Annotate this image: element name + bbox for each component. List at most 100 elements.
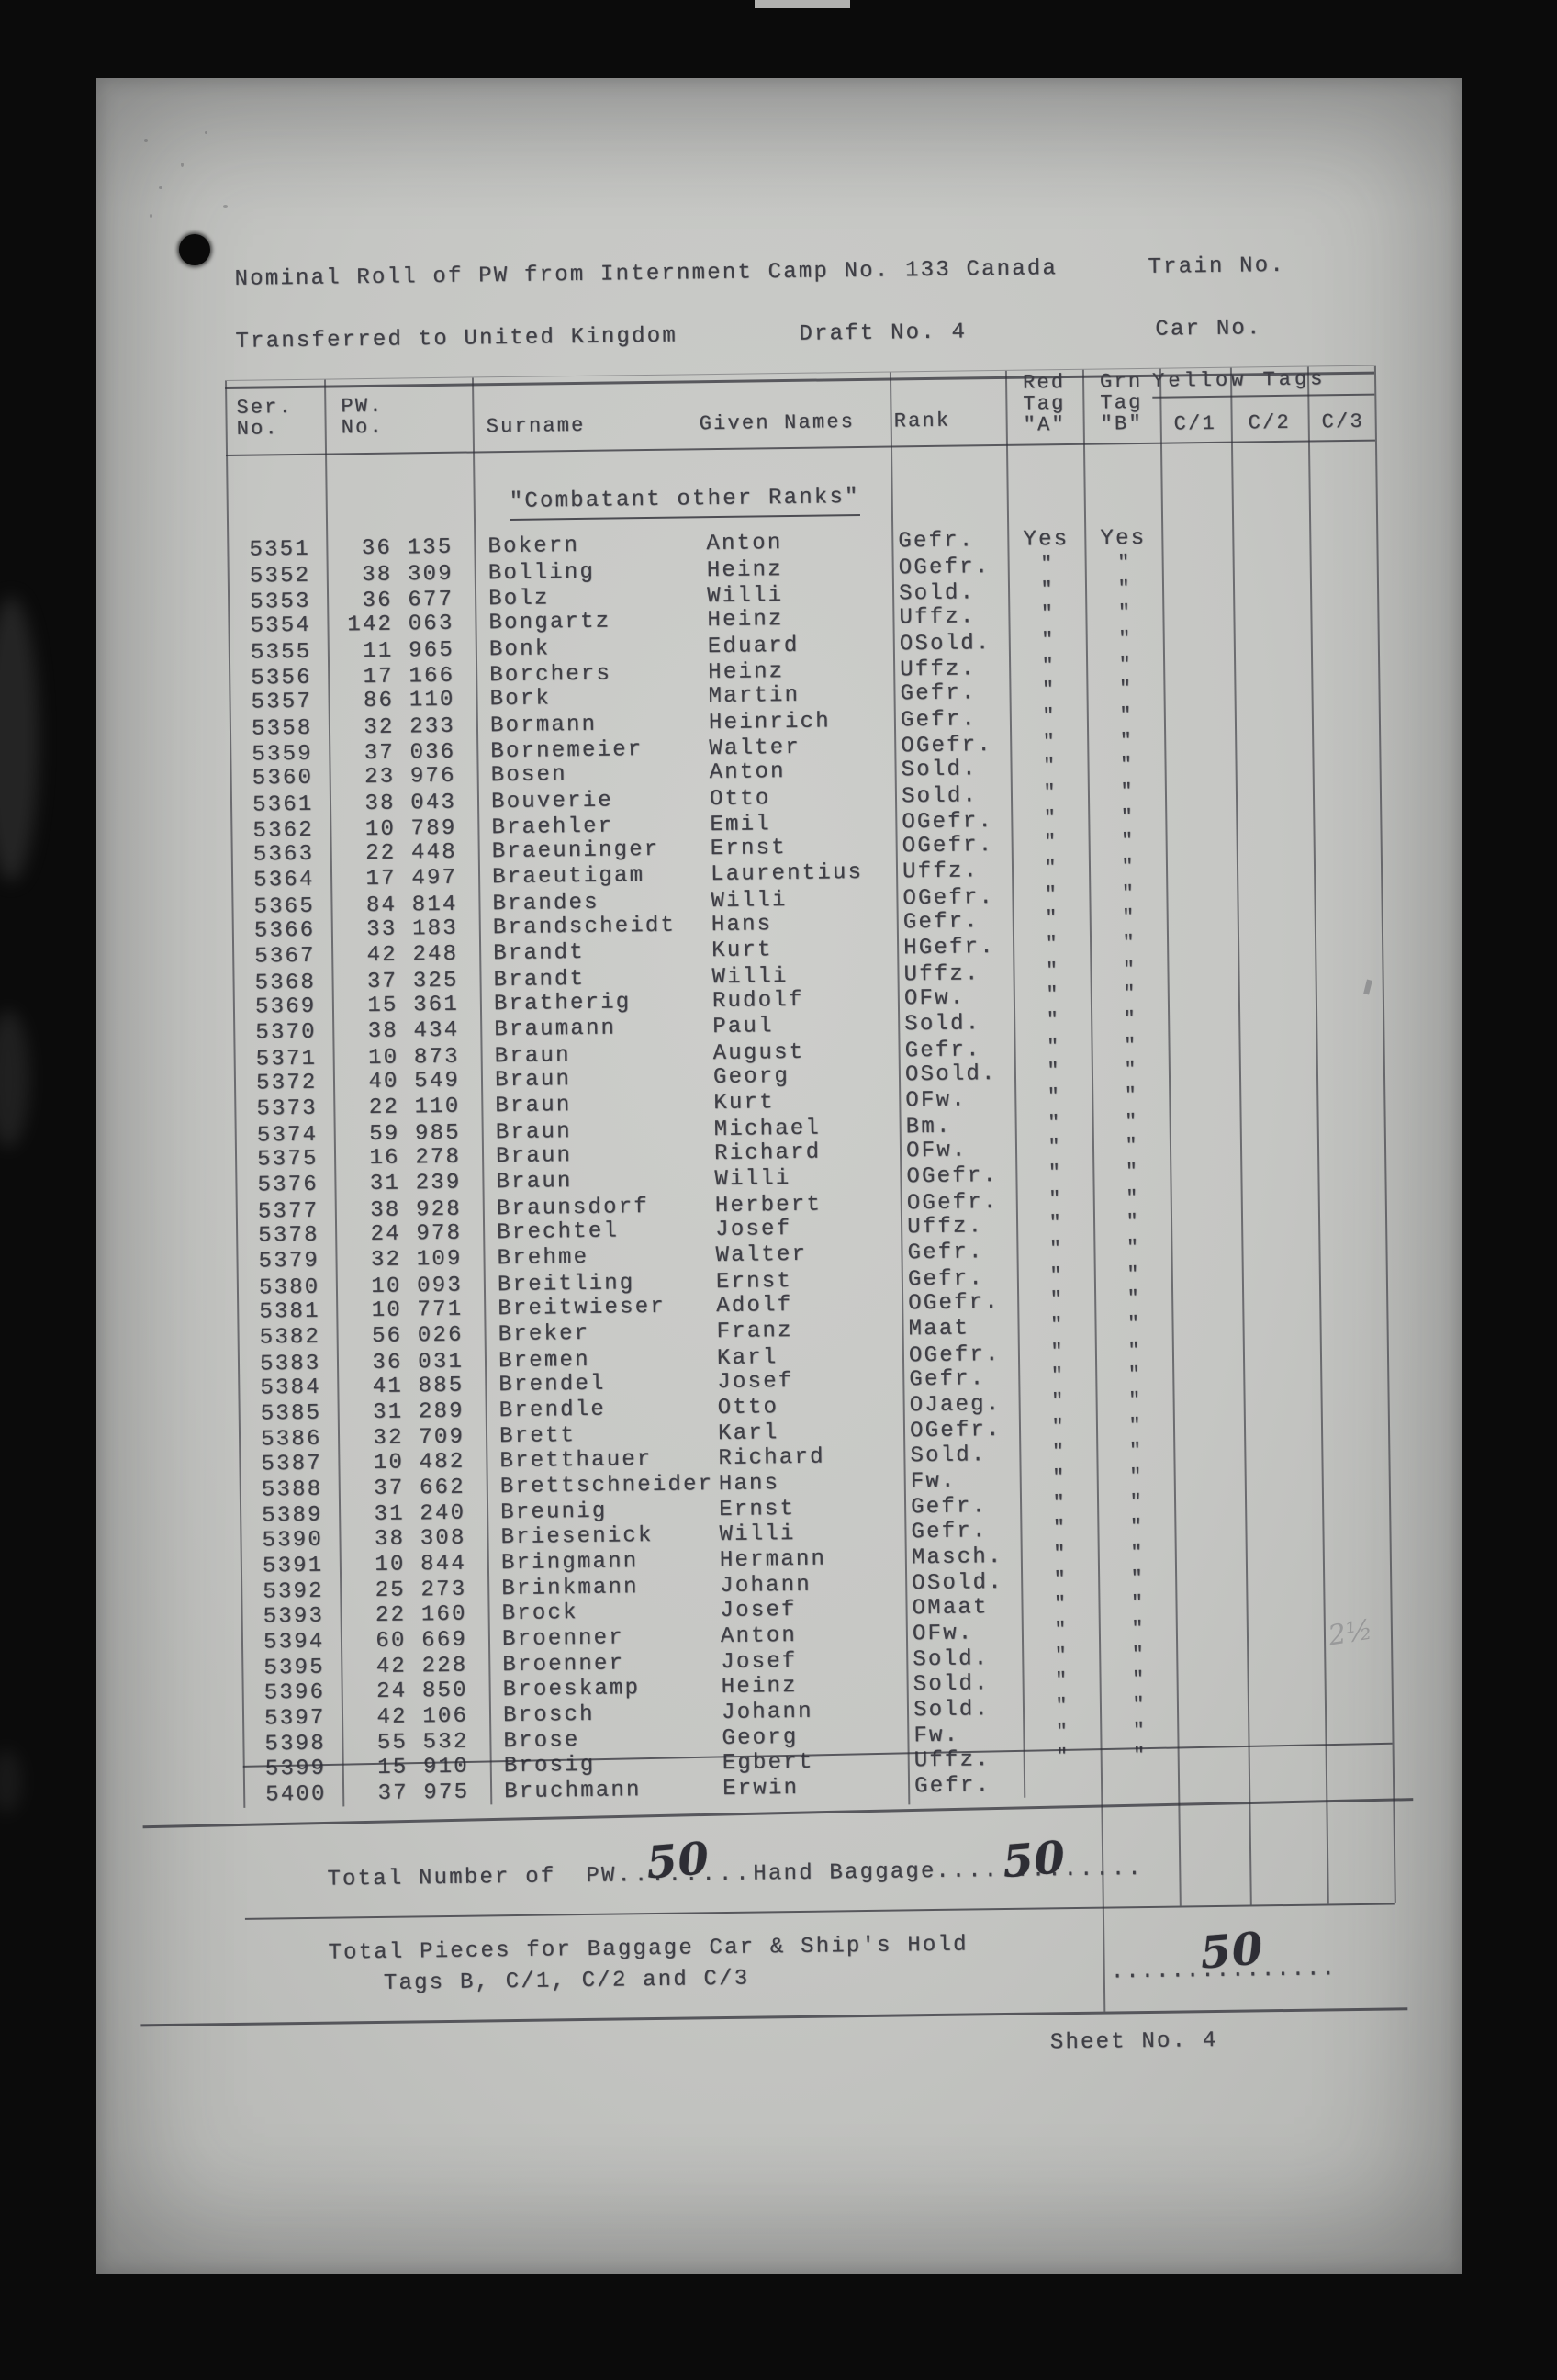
- cell-given-name: Hermann: [719, 1546, 827, 1574]
- cell-surname: Brock: [501, 1600, 578, 1626]
- cell-given-name: Herbert: [714, 1192, 823, 1218]
- cell-surname: Braun: [495, 1118, 572, 1145]
- cell-given-name: Johann: [720, 1573, 812, 1600]
- cell-grn-tag: ": [1124, 1035, 1137, 1057]
- cell-pw-no: 41 885: [372, 1373, 465, 1399]
- section-heading: "Combatant other Ranks": [509, 484, 860, 521]
- cell-surname: Braunsdorf: [496, 1194, 650, 1221]
- cell-rank: Uffz.: [903, 961, 980, 988]
- cell-given-name: Anton: [706, 531, 783, 557]
- cell-grn-tag: ": [1128, 1390, 1141, 1412]
- cell-serial-no: 5397: [263, 1705, 326, 1732]
- cell-rank: Gefr.: [900, 680, 977, 707]
- cell-rank: Gefr.: [902, 909, 980, 936]
- cell-grn-tag: ": [1122, 933, 1135, 955]
- cell-grn-tag: ": [1118, 628, 1131, 650]
- cell-grn-tag: ": [1124, 1060, 1137, 1082]
- cell-surname: Braun: [494, 1067, 572, 1094]
- cell-pw-no: 31 289: [372, 1398, 465, 1426]
- cell-grn-tag: ": [1132, 1668, 1145, 1690]
- cell-serial-no: 5400: [264, 1781, 327, 1808]
- cell-rank: Sold.: [898, 580, 976, 607]
- header-grn-tag-b: Grn Tag "B": [1099, 369, 1143, 436]
- cell-grn-tag: ": [1124, 1085, 1137, 1107]
- cell-rank: Sold.: [901, 757, 978, 783]
- cell-given-name: Anton: [709, 759, 786, 786]
- cell-serial-no: 5396: [263, 1679, 326, 1706]
- cell-surname: Braehler: [491, 814, 614, 841]
- cell-surname: Bosen: [490, 762, 567, 789]
- cell-red-tag: ": [1047, 1162, 1060, 1184]
- cell-rank: Uffz.: [899, 604, 976, 631]
- cell-pw-no: 31 239: [369, 1170, 462, 1197]
- total-number-pw: PW: [586, 1863, 617, 1889]
- cell-grn-tag: ": [1130, 1543, 1143, 1565]
- cell-given-name: Otto: [709, 785, 771, 812]
- cell-pw-no: 31 240: [374, 1501, 466, 1528]
- header-pw: PW. No.: [341, 394, 385, 440]
- cell-pw-no: 24 850: [375, 1678, 468, 1704]
- cell-pw-no: 38 043: [364, 790, 457, 816]
- cell-given-name: Heinz: [706, 556, 783, 583]
- cell-pw-no: 56 026: [371, 1322, 464, 1350]
- cell-rank: OJaeg.: [909, 1392, 1002, 1419]
- roster-rows: 5351 36 135 Bokern Anton Gefr. Yes Yes 5352 38 3…: [96, 78, 1459, 1807]
- bottom-rule: [140, 2007, 1408, 2027]
- cell-given-name: Laurentius: [710, 860, 864, 888]
- cell-grn-tag: ": [1129, 1516, 1142, 1538]
- cell-rank: OFw.: [905, 1087, 967, 1114]
- cell-pw-no: 11 965: [363, 637, 455, 664]
- cell-surname: Bratherig: [493, 990, 632, 1017]
- cell-rank: OFw.: [903, 985, 966, 1012]
- cell-red-tag: ": [1051, 1441, 1064, 1463]
- cell-rank: OGefr.: [909, 1418, 1002, 1444]
- cell-surname: Breitwieser: [498, 1294, 666, 1321]
- pencil-speck: [181, 163, 184, 167]
- cell-serial-no: 5384: [260, 1375, 321, 1401]
- cell-serial-no: 5355: [250, 639, 312, 666]
- cell-serial-no: 5358: [251, 715, 313, 742]
- cell-rank: Gefr.: [909, 1366, 986, 1393]
- cell-surname: Brose: [503, 1728, 580, 1755]
- header-given-names: Given Names: [699, 410, 856, 436]
- cell-grn-tag: ": [1122, 907, 1135, 929]
- cell-surname: Brosig: [503, 1752, 596, 1779]
- cell-red-tag: ": [1044, 858, 1057, 880]
- cell-serial-no: 5369: [254, 994, 317, 1020]
- cell-given-name: Josef: [717, 1368, 794, 1395]
- cell-given-name: Ernst: [710, 836, 787, 862]
- cell-red-tag: [1024, 1771, 1101, 1772]
- cell-pw-no: 33 183: [366, 915, 459, 943]
- total-number-value-handwritten: 50: [644, 1832, 712, 1890]
- cell-rank: OGefr.: [908, 1289, 1001, 1317]
- cell-grn-tag: ": [1119, 730, 1132, 753]
- cell-red-tag: ": [1052, 1493, 1065, 1515]
- cell-pw-no: 38 434: [367, 1018, 460, 1045]
- cell-given-name: Kurt: [711, 937, 773, 964]
- cell-rank: Gefr.: [904, 1037, 981, 1064]
- cell-pw-no: 38 308: [374, 1525, 466, 1552]
- cell-rank: OGefr.: [902, 884, 995, 912]
- pencil-speck: [223, 205, 228, 208]
- cell-given-name: Rudolf: [711, 987, 804, 1015]
- cell-pw-no: 55 532: [376, 1729, 469, 1757]
- cell-pw-no: 10 789: [364, 815, 457, 842]
- cell-red-tag: ": [1040, 553, 1053, 576]
- cell-surname: Brendel: [498, 1371, 606, 1398]
- cell-rank: Gefr.: [910, 1494, 988, 1521]
- cell-pw-no: 10 093: [371, 1273, 464, 1299]
- cell-pw-no: 10 844: [375, 1551, 467, 1577]
- cell-given-name: Georg: [722, 1725, 799, 1752]
- cell-surname: Bouverie: [490, 788, 614, 814]
- cell-serial-no: 5365: [253, 893, 316, 920]
- cell-red-tag: ": [1054, 1645, 1067, 1667]
- cell-red-tag: Yes: [1023, 527, 1070, 553]
- cell-surname: Bokern: [487, 533, 580, 560]
- cell-red-tag: ": [1048, 1188, 1061, 1210]
- cell-surname: Breunig: [499, 1499, 608, 1526]
- cell-given-name: Josef: [714, 1216, 792, 1242]
- cell-surname: Bretthauer: [499, 1446, 653, 1474]
- cell-given-name: Heinz: [721, 1673, 798, 1700]
- hand-baggage-value-handwritten: 50: [1000, 1831, 1069, 1889]
- cell-pw-no: 32 233: [364, 713, 456, 740]
